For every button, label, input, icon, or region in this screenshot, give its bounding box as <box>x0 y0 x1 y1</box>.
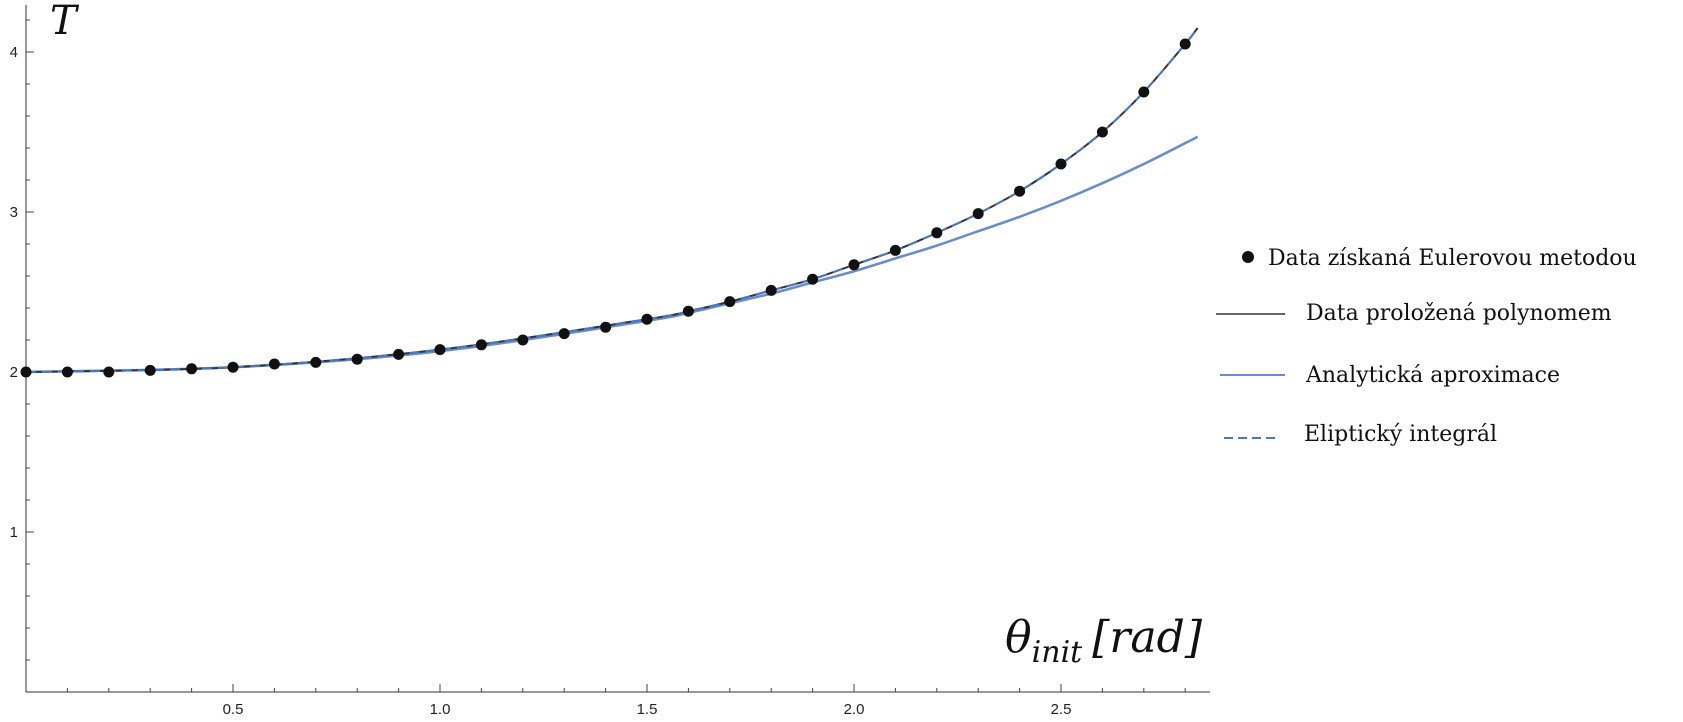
tick-labels: 0.5 1.0 1.5 2.0 2.5 1 2 3 4 <box>10 44 1072 718</box>
x-tick-label: 2.0 <box>844 701 865 718</box>
x-axis-title-theta: θ <box>1005 612 1032 663</box>
series-line-elliptic <box>25 27 1199 373</box>
data-point-euler <box>310 356 322 368</box>
x-tick-label: 1.0 <box>430 701 451 718</box>
legend-label-analytic: Analytická aproximace <box>1305 363 1560 388</box>
data-point-euler <box>351 353 363 365</box>
legend-item-elliptic: Eliptický integrál <box>1224 422 1497 447</box>
data-point-euler <box>931 227 943 239</box>
legend-item-euler: Data získaná Eulerovou metodou <box>1242 246 1637 271</box>
data-point-euler <box>227 361 239 373</box>
y-tick-label: 2 <box>10 364 18 381</box>
data-point-euler <box>186 363 198 375</box>
data-point-euler <box>393 348 405 360</box>
legend-label-elliptic: Eliptický integrál <box>1304 422 1497 447</box>
data-point-euler <box>724 296 736 308</box>
series-line-polynomial <box>25 27 1199 373</box>
y-tick-label: 4 <box>10 44 18 61</box>
data-point-euler <box>103 366 115 378</box>
legend: Data získaná Eulerovou metodou Data prol… <box>1216 246 1637 447</box>
x-axis-title-subscript: init <box>1032 635 1084 670</box>
data-point-euler <box>1055 158 1067 170</box>
data-point-euler <box>682 305 694 317</box>
data-point-euler <box>268 358 280 370</box>
legend-item-analytic: Analytická aproximace <box>1220 363 1560 388</box>
x-tick-label: 0.5 <box>223 701 244 718</box>
axes <box>25 5 1210 693</box>
data-point-euler <box>20 366 32 378</box>
x-tick-label: 1.5 <box>637 701 658 718</box>
data-point-euler <box>848 259 860 271</box>
data-point-euler <box>517 334 529 346</box>
data-point-euler <box>807 273 819 285</box>
data-point-euler <box>475 339 487 351</box>
legend-label-polynomial: Data proložená polynomem <box>1306 301 1612 326</box>
x-axis-title: θinit [rad] <box>1005 612 1203 670</box>
data-point-euler <box>61 366 73 378</box>
y-tick-label: 1 <box>10 524 18 541</box>
data-point-euler <box>972 208 984 220</box>
legend-marker-points <box>1242 251 1254 263</box>
legend-item-polynomial: Data proložená polynomem <box>1216 301 1612 326</box>
x-axis-title-unit: [rad] <box>1092 612 1203 663</box>
minor-ticks <box>26 19 1186 692</box>
data-point-euler <box>1096 126 1108 138</box>
series-layer <box>20 27 1199 378</box>
data-point-euler <box>889 244 901 256</box>
data-point-euler <box>600 321 612 333</box>
series-line-analytic <box>25 135 1199 374</box>
y-tick-label: 3 <box>10 204 18 221</box>
data-point-euler <box>1138 86 1150 98</box>
data-point-euler <box>434 344 446 356</box>
y-axis-title: T <box>50 0 80 44</box>
data-point-euler <box>1014 185 1026 197</box>
data-point-euler <box>144 364 156 376</box>
data-point-euler <box>1179 38 1191 50</box>
x-tick-label: 2.5 <box>1051 701 1072 718</box>
data-point-euler <box>558 328 570 340</box>
data-point-euler <box>641 313 653 325</box>
legend-label-euler: Data získaná Eulerovou metodou <box>1268 246 1637 271</box>
data-point-euler <box>765 284 777 296</box>
